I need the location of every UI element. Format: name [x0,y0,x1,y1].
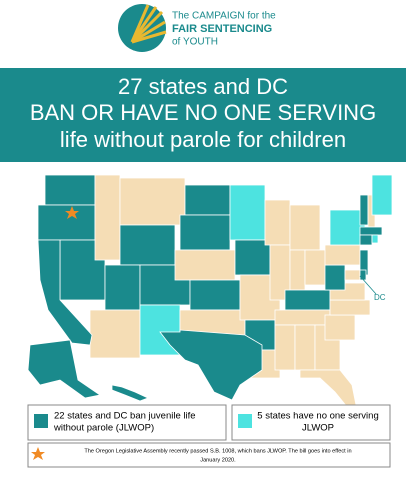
state [289,249,306,291]
state [189,279,241,311]
state [229,184,266,241]
logo-rays [130,4,167,44]
legend-text: JLWOP [302,423,334,434]
banner-line: 27 states and DC [118,74,288,99]
state [344,269,361,281]
state [329,299,371,316]
state [159,329,263,401]
state [37,204,96,241]
logo-line: of YOUTH [172,37,218,48]
state [119,224,176,266]
state [359,269,367,281]
state [329,209,366,246]
state [359,226,383,236]
logo: The CAMPAIGN for the FAIR SENTENCING of … [118,4,276,52]
state [37,239,93,346]
state [371,174,393,216]
state [179,214,231,251]
state [174,249,236,281]
state [274,324,296,371]
banner-line: BAN OR HAVE NO ONE SERVING [30,100,376,125]
state [324,264,346,291]
footnote-text: January 2020. [200,457,236,463]
footnote-star [31,447,45,460]
footnote-text: The Oregon Legislative Assembly recently… [84,448,351,454]
state [359,194,369,226]
state [371,234,379,244]
state [264,199,291,246]
state [44,174,96,206]
state [89,309,141,359]
banner [0,68,406,162]
state [294,324,316,371]
state [184,184,231,216]
legend-text: 22 states and DC ban juvenile life [54,411,196,422]
legend-text: without parole (JLWOP) [53,423,154,434]
state [27,339,102,399]
logo-line: The CAMPAIGN for the [172,11,276,22]
legend-text: 5 states have no one serving [257,411,378,422]
state [111,384,150,402]
state [359,234,373,246]
state [94,174,121,261]
footnote-box [27,442,391,468]
dc-label: DC [374,293,386,302]
legend-box [231,404,391,441]
banner-line: life without parole for children [60,127,346,152]
legend-swatch [238,414,252,428]
state [104,264,141,311]
state [299,369,357,409]
state [119,177,186,226]
legend-swatch [34,414,48,428]
state [284,289,331,311]
state [274,309,331,326]
oregon-star [65,206,79,219]
dc-pointer [359,275,377,295]
legend-box [27,404,227,441]
logo-line: FAIR SENTENCING [172,23,272,35]
state [324,314,356,341]
us-map [27,174,393,409]
state [289,204,321,251]
state [324,244,361,266]
